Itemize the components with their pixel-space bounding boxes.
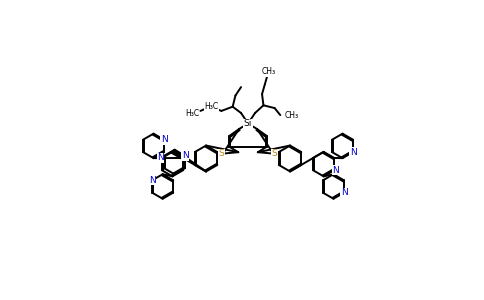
Text: N: N <box>161 135 167 144</box>
Text: H₃C: H₃C <box>185 109 199 118</box>
Text: N: N <box>157 154 164 163</box>
Text: CH₃: CH₃ <box>285 111 299 120</box>
Text: N: N <box>341 188 348 197</box>
Text: N: N <box>350 148 357 157</box>
Text: N: N <box>333 166 339 175</box>
Text: H₃C: H₃C <box>205 102 219 111</box>
Text: S: S <box>272 149 277 158</box>
Text: Si: Si <box>244 119 252 128</box>
Text: S: S <box>219 149 224 158</box>
Text: CH₃: CH₃ <box>261 67 275 76</box>
Text: N: N <box>182 152 189 160</box>
Text: N: N <box>149 176 155 185</box>
